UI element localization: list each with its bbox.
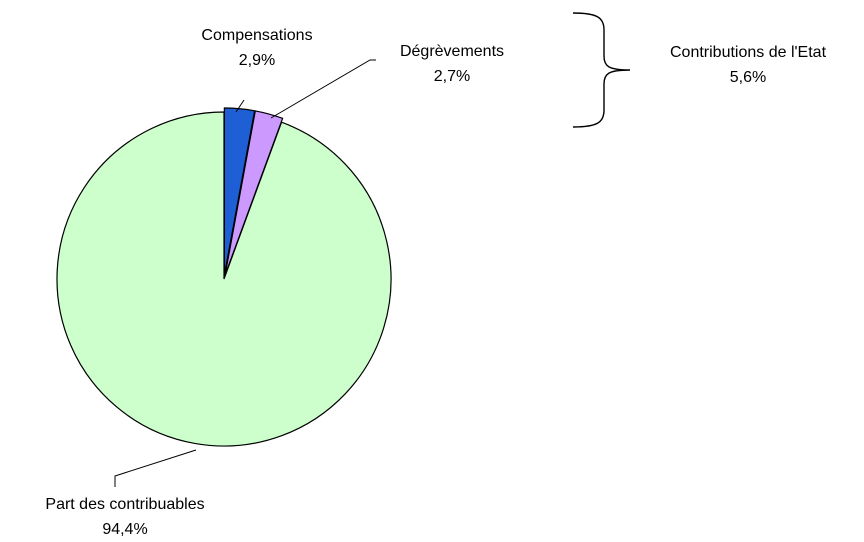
group-label-name: Contributions de l'Etat — [670, 44, 827, 61]
slice-label-compensations-name: Compensations — [201, 27, 312, 44]
group-brace — [572, 12, 631, 128]
pie-slices — [56, 107, 392, 447]
slice-label-part-value: 94,4% — [102, 521, 147, 538]
leader-line-part — [114, 449, 197, 487]
leader-line-compensations — [235, 99, 245, 113]
slice-label-part-name: Part des contribuables — [45, 496, 204, 513]
pie-slice-compensations — [223, 107, 256, 276]
group-label-value: 5,6% — [730, 69, 766, 86]
pie-slice-part-des-contribuables — [56, 111, 392, 447]
slice-label-degrevements-name: Dégrèvements — [400, 43, 504, 60]
slice-label-degrevements-value: 2,7% — [434, 68, 470, 85]
pie-slice-d-gr-vements — [224, 110, 284, 276]
leader-line-degrevements — [270, 59, 376, 119]
slice-label-compensations-value: 2,9% — [239, 52, 275, 69]
